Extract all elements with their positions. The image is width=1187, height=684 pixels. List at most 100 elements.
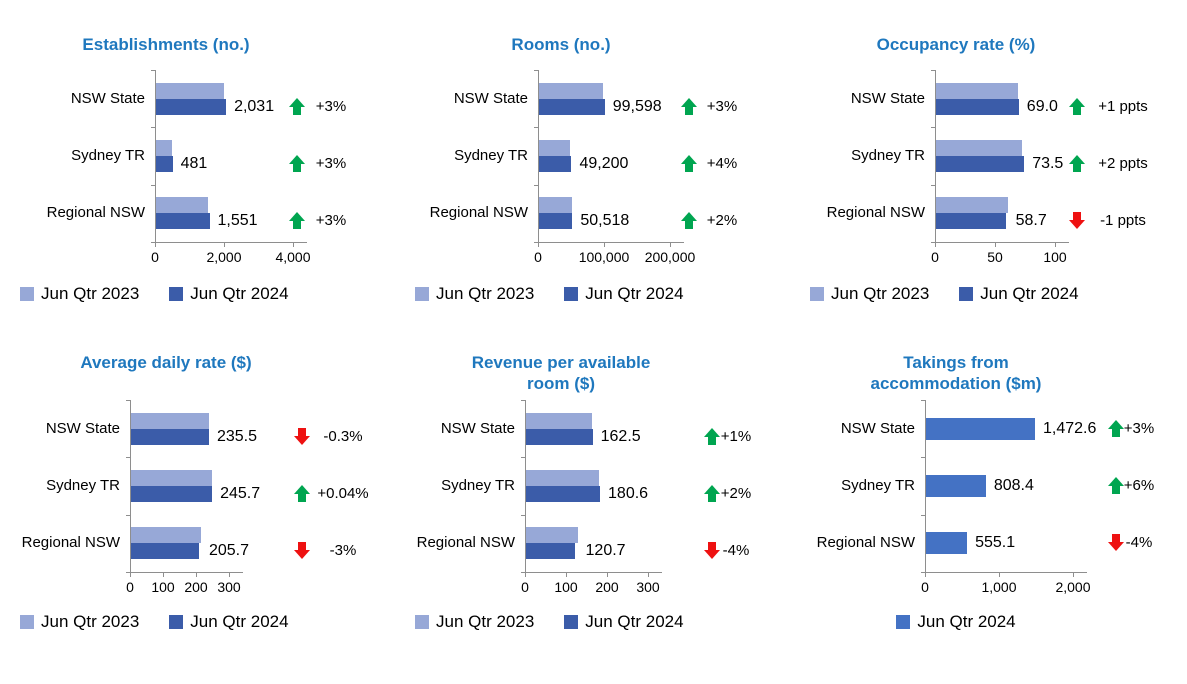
category-label: Regional NSW <box>416 534 515 552</box>
chart-panel-takings-from: Takings from accommodation ($m) NSW State… <box>790 342 1185 684</box>
bar-jun-qtr-2024 <box>936 98 1019 115</box>
x-axis-tick <box>163 572 164 577</box>
x-axis-tick <box>566 572 567 577</box>
arrow-head <box>680 212 697 222</box>
change-label: +2% <box>720 485 752 502</box>
category-label: NSW State <box>440 419 515 437</box>
category-label: Sydney TR <box>46 477 120 494</box>
category-label: NSW State <box>453 89 528 107</box>
arrow-stem <box>1111 486 1120 494</box>
category-label: Sydney TR <box>851 147 925 164</box>
x-tick-label: 0 <box>126 579 134 595</box>
legend: Jun Qtr 2023 Jun Qtr 2024 <box>20 284 289 304</box>
bar-jun-qtr-2024 <box>131 428 209 445</box>
legend-label: Jun Qtr 2023 <box>41 612 140 631</box>
y-axis-line <box>935 70 936 242</box>
x-axis-tick <box>538 242 539 247</box>
x-tick-label: 0 <box>931 249 939 265</box>
value-label: 58.7 <box>1015 212 1047 230</box>
category-label: Sydney TR <box>454 147 528 164</box>
up-arrow-icon <box>1107 419 1124 438</box>
category-label: Regional NSW <box>429 204 528 222</box>
bar-jun-qtr-2023 <box>539 197 572 214</box>
y-axis-tick <box>931 242 935 243</box>
legend-item: Jun Qtr 2024 <box>564 284 684 303</box>
legend-item: Jun Qtr 2024 <box>169 612 289 631</box>
legend-label: Jun Qtr 2023 <box>831 284 930 303</box>
legend-label: Jun Qtr 2024 <box>585 284 684 303</box>
x-tick-label: 2,000 <box>206 249 242 265</box>
bar-jun-qtr-2024 <box>926 532 968 555</box>
arrow-stem <box>1072 106 1081 115</box>
up-arrow-icon <box>1107 477 1124 495</box>
x-tick-label: 100 <box>151 579 175 595</box>
chart-panel-rooms-no: Rooms (no.) NSW State 99,598 +3% Sydney TR 49… <box>395 0 790 342</box>
arrow-stem <box>297 427 306 436</box>
y-axis-tick <box>534 70 538 71</box>
y-axis-tick <box>921 572 925 573</box>
chart-title: Rooms (no.) <box>511 35 611 54</box>
bar-jun-qtr-2024 <box>156 213 210 230</box>
x-tick-label: 100,000 <box>578 249 630 265</box>
y-axis-tick <box>151 127 155 129</box>
y-axis-tick <box>931 184 935 186</box>
legend-swatch-jun-qtr-2024 <box>564 287 579 301</box>
up-arrow-icon <box>703 427 720 446</box>
down-arrow-icon <box>293 427 310 446</box>
x-tick-label: 100 <box>554 579 578 595</box>
bar-jun-qtr-2024 <box>526 428 593 445</box>
x-tick-label: 200 <box>184 579 208 595</box>
legend: Jun Qtr 2023 Jun Qtr 2024 <box>415 612 684 632</box>
change-label: +3% <box>1123 419 1155 437</box>
category-label: Sydney TR <box>71 147 145 164</box>
change-label: +1 ppts <box>1098 97 1148 115</box>
arrow-stem <box>292 106 301 115</box>
category-label: NSW State <box>45 419 120 437</box>
value-label: 49,200 <box>579 155 629 172</box>
legend-item: Jun Qtr 2023 <box>810 285 929 303</box>
bar-jun-qtr-2023 <box>936 140 1022 156</box>
chart-title: Revenue per available room ($) <box>471 353 651 393</box>
y-axis-tick <box>521 400 525 401</box>
category-label: NSW State <box>840 419 915 437</box>
x-axis-line <box>925 572 1087 573</box>
x-axis-tick <box>999 572 1000 577</box>
x-tick-label: 0 <box>521 579 529 595</box>
bar-jun-qtr-2023 <box>936 197 1008 214</box>
x-axis-tick <box>224 242 225 247</box>
x-tick-label: 1,000 <box>981 579 1017 595</box>
x-axis-tick <box>995 242 996 247</box>
arrow-stem <box>707 494 716 502</box>
chart-title: Average daily rate ($) <box>80 353 252 372</box>
up-arrow-icon <box>703 485 720 503</box>
arrow-head <box>680 155 697 164</box>
change-label: +3% <box>315 97 347 115</box>
arrow-stem <box>297 494 306 502</box>
bar-jun-qtr-2024 <box>539 98 605 115</box>
y-axis-tick <box>931 127 935 129</box>
legend-item: Jun Qtr 2023 <box>20 613 139 631</box>
arrow-stem <box>1072 164 1081 172</box>
legend-swatch-jun-qtr-2024 <box>896 615 911 629</box>
legend-item: Jun Qtr 2024 <box>169 285 289 303</box>
chart-title: Occupancy rate (%) <box>876 35 1036 54</box>
change-label: +3% <box>315 155 347 172</box>
chart-panel-occupancy-rate: Occupancy rate (%) NSW State 69.0 +1 ppts Sy… <box>790 0 1185 342</box>
legend-label: Jun Qtr 2024 <box>190 612 289 631</box>
bar-jun-qtr-2023 <box>131 470 213 486</box>
legend-swatch-jun-qtr-2023 <box>415 615 429 629</box>
down-arrow-icon <box>293 542 310 560</box>
change-label: +2% <box>706 212 738 230</box>
legend-swatch-jun-qtr-2023 <box>810 287 824 301</box>
value-label: 180.6 <box>608 485 649 502</box>
bar-jun-qtr-2023 <box>156 82 225 99</box>
arrow-head <box>293 485 310 494</box>
bar-jun-qtr-2023 <box>936 82 1018 99</box>
arrow-head <box>293 435 310 445</box>
y-axis-tick <box>534 242 538 243</box>
legend: Jun Qtr 2024 <box>790 612 1122 632</box>
y-axis-line <box>538 70 539 242</box>
category-label: Regional NSW <box>826 204 925 222</box>
arrow-head <box>1068 220 1085 230</box>
